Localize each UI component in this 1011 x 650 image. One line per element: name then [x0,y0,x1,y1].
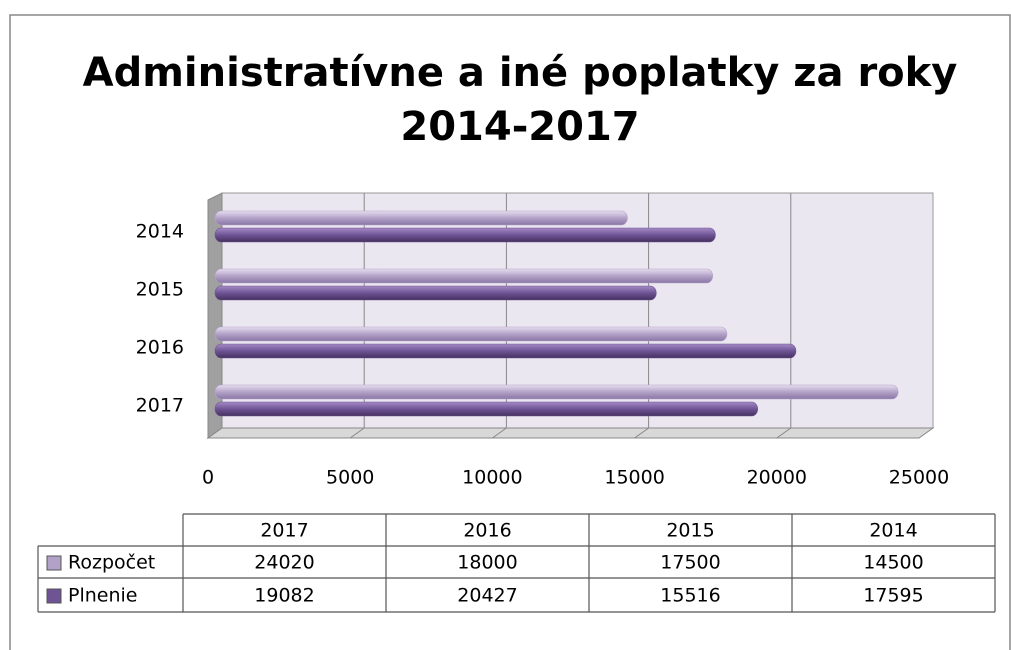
table-cell: 17500 [660,552,720,574]
y-tick-label: 2016 [136,337,184,359]
x-tick-label: 5000 [326,467,374,489]
x-tick-label: 10000 [462,467,522,489]
table-cell: 18000 [457,552,517,574]
bar [214,384,899,400]
legend-label: Plnenie [68,585,137,607]
table-cell: 19082 [254,585,314,607]
legend-label: Rozpočet [68,552,155,574]
table-header: 2015 [666,520,714,542]
grid-line [634,427,649,439]
legend-key [46,588,62,604]
table-cell: 17595 [863,585,923,607]
x-tick-label: 0 [202,467,214,489]
legend-key [46,555,62,571]
x-tick-label: 20000 [747,467,807,489]
table-header: 2016 [463,520,511,542]
bar [214,326,728,342]
chart-title: Administratívne a iné poplatky za roky 20… [83,50,958,150]
table-header: 2014 [869,520,917,542]
grid-line [776,427,792,439]
grid-line [492,427,507,439]
bar [214,227,716,243]
table-header: 2017 [260,520,308,542]
bar [214,343,797,359]
x-tick-label: 25000 [889,467,949,489]
bar [214,401,758,417]
bar [214,268,714,284]
floor [206,427,935,439]
table-cell: 15516 [660,585,720,607]
grid-line [349,427,365,439]
frame [9,14,1011,650]
bar [214,285,657,301]
y-tick-label: 2015 [136,279,184,301]
table-cell: 24020 [254,552,314,574]
y-tick-label: 2017 [136,395,184,417]
bar [214,210,628,226]
y-tick-label: 2014 [136,221,184,243]
table-cell: 14500 [863,552,923,574]
table-cell: 20427 [457,585,517,607]
x-tick-label: 15000 [604,467,664,489]
